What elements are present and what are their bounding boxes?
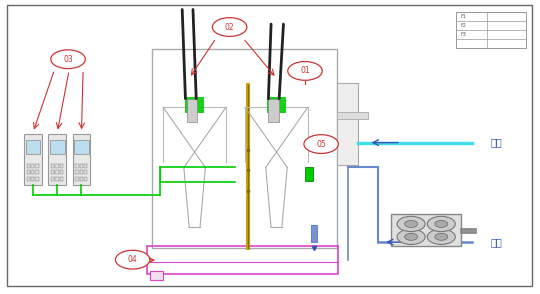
Bar — [391, 214, 461, 246]
Text: 03: 03 — [63, 55, 73, 64]
Text: 05: 05 — [316, 140, 326, 148]
Bar — [60, 177, 63, 181]
Circle shape — [288, 61, 322, 80]
Bar — [147, 246, 339, 274]
Bar — [305, 168, 313, 181]
Bar — [74, 140, 89, 154]
Bar — [84, 164, 87, 168]
Bar — [75, 170, 78, 174]
Bar — [31, 177, 35, 181]
Text: F3: F3 — [460, 32, 466, 37]
Bar — [75, 177, 78, 181]
Bar — [268, 99, 279, 122]
Text: 02: 02 — [225, 23, 234, 31]
Bar — [36, 164, 39, 168]
Text: 01: 01 — [300, 66, 310, 76]
Text: 수도: 수도 — [491, 237, 503, 247]
Bar — [36, 170, 39, 174]
Bar — [267, 97, 286, 113]
Bar — [150, 271, 164, 280]
Circle shape — [304, 135, 339, 153]
Bar — [51, 177, 55, 181]
Bar — [79, 164, 83, 168]
Circle shape — [397, 216, 425, 232]
Circle shape — [212, 18, 247, 36]
Bar — [72, 134, 90, 185]
Bar — [27, 170, 30, 174]
Circle shape — [427, 216, 455, 232]
Bar — [75, 164, 78, 168]
Bar — [56, 164, 59, 168]
Circle shape — [435, 220, 448, 228]
Bar — [456, 12, 526, 48]
Bar — [49, 134, 66, 185]
Circle shape — [435, 233, 448, 240]
Circle shape — [116, 250, 150, 269]
Bar — [152, 49, 338, 248]
Bar — [60, 170, 63, 174]
Circle shape — [404, 220, 417, 228]
Circle shape — [404, 233, 417, 240]
Bar — [312, 225, 317, 242]
Circle shape — [397, 229, 425, 244]
Bar — [27, 177, 30, 181]
Bar — [51, 170, 55, 174]
Bar — [60, 164, 63, 168]
Bar — [338, 83, 358, 165]
Bar — [31, 170, 35, 174]
Text: 공기: 공기 — [491, 138, 503, 148]
Bar — [186, 99, 197, 122]
Bar — [79, 170, 83, 174]
Bar — [56, 177, 59, 181]
Bar — [338, 112, 368, 119]
Bar — [24, 134, 42, 185]
Bar — [50, 140, 64, 154]
Bar — [36, 177, 39, 181]
Bar — [84, 170, 87, 174]
Bar — [27, 164, 30, 168]
Bar — [26, 140, 40, 154]
Bar — [185, 97, 204, 113]
Circle shape — [427, 229, 455, 244]
Text: 04: 04 — [128, 255, 138, 264]
Text: F2: F2 — [460, 23, 466, 28]
Circle shape — [51, 50, 85, 69]
Bar — [84, 177, 87, 181]
Bar — [31, 164, 35, 168]
Bar — [51, 164, 55, 168]
Text: F1: F1 — [460, 14, 466, 19]
Bar — [79, 177, 83, 181]
Bar — [56, 170, 59, 174]
